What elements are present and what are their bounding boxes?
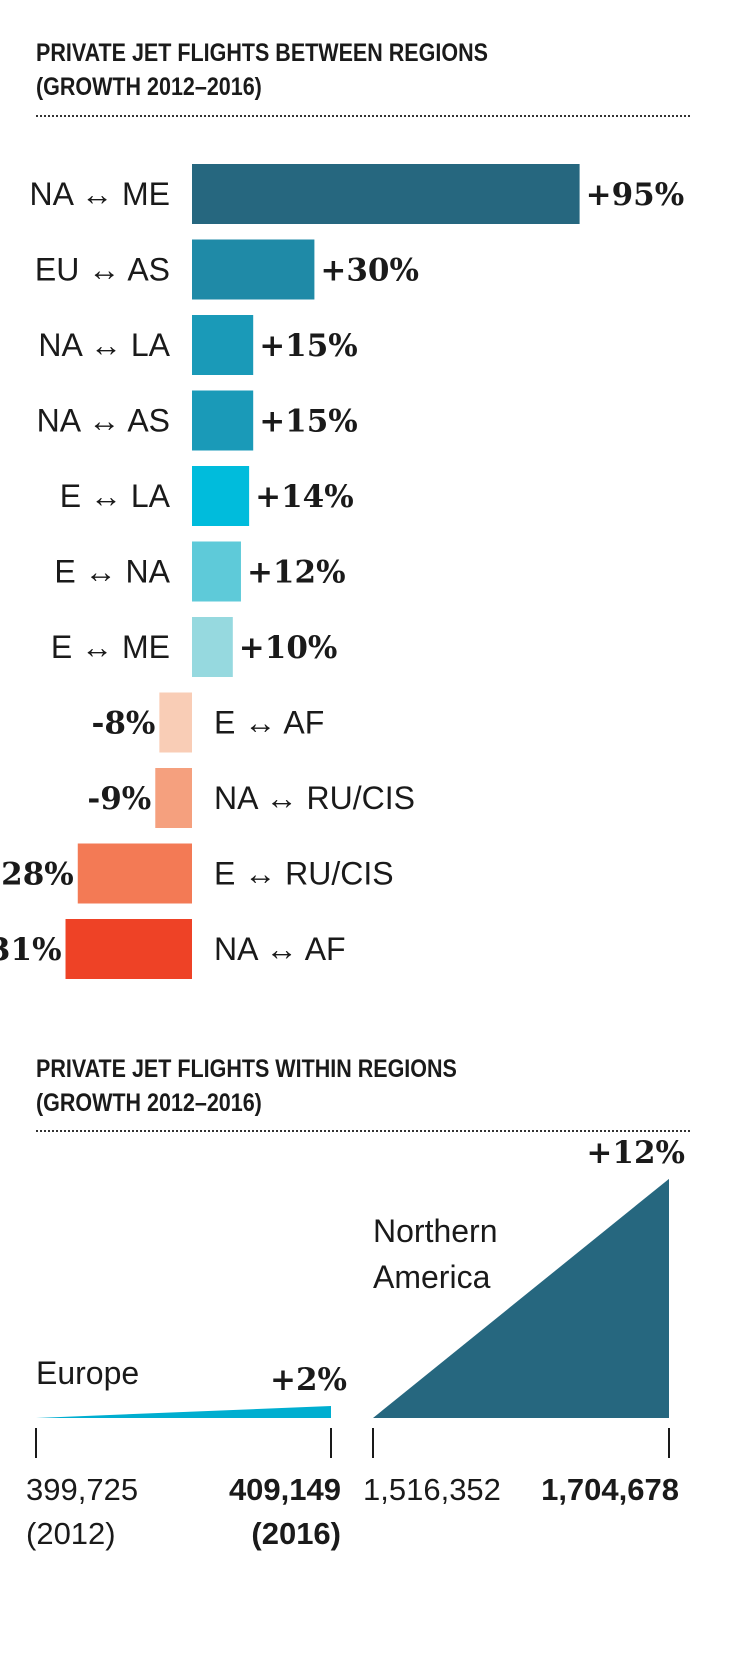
bar-chart-title-line-2: (GROWTH 2012–2016) <box>36 73 262 101</box>
area-chart-divider <box>36 1130 690 1132</box>
area-chart-title-line-2: (GROWTH 2012–2016) <box>36 1089 262 1117</box>
start-year-0: (2012) <box>26 1516 116 1551</box>
value-label-5: +12% <box>247 555 346 591</box>
category-label-0: NA ↔ ME <box>30 176 170 212</box>
end-value-0: 409,149 <box>229 1472 341 1507</box>
area-chart-title-line-1: PRIVATE JET FLIGHTS WITHIN REGIONS <box>36 1055 457 1083</box>
bar-7 <box>159 692 192 753</box>
value-label-4: +14% <box>255 479 354 515</box>
value-label-9: -28% <box>0 857 74 893</box>
category-label-10: NA ↔ AF <box>214 931 346 967</box>
bar-chart-title-line-1: PRIVATE JET FLIGHTS BETWEEN REGIONS <box>36 39 488 67</box>
growth-label-0: +2% <box>270 1362 347 1398</box>
series-name-0-line-0: Europe <box>36 1355 139 1391</box>
bar-4 <box>192 466 250 526</box>
category-label-9: E ↔ RU/CIS <box>214 856 394 892</box>
bar-1 <box>192 239 315 300</box>
value-label-1: +30% <box>320 253 419 289</box>
series-name-1-line-0: Northern <box>373 1213 498 1249</box>
growth-wedge-0 <box>36 1406 331 1418</box>
bar-9 <box>77 843 192 904</box>
start-value-1: 1,516,352 <box>363 1472 501 1507</box>
value-label-10: -31% <box>0 932 62 968</box>
category-label-5: E ↔ NA <box>54 554 170 590</box>
value-label-6: +10% <box>239 630 338 666</box>
category-label-4: E ↔ LA <box>60 478 171 514</box>
bar-5 <box>192 541 241 602</box>
bar-6 <box>192 617 233 677</box>
bar-chart-title: PRIVATE JET FLIGHTS BETWEEN REGIONS (GRO… <box>36 36 488 104</box>
value-label-3: +15% <box>259 404 358 440</box>
category-label-6: E ↔ ME <box>51 629 170 665</box>
series-name-1-line-1: America <box>373 1259 491 1295</box>
category-label-3: NA ↔ AS <box>37 403 170 439</box>
category-label-1: EU ↔ AS <box>35 252 170 288</box>
value-label-7: -8% <box>91 706 155 742</box>
bar-0 <box>192 164 580 224</box>
end-value-1: 1,704,678 <box>541 1472 679 1507</box>
value-label-8: -9% <box>87 781 151 817</box>
category-label-7: E ↔ AF <box>214 705 324 741</box>
bar-8 <box>155 768 192 828</box>
start-value-0: 399,725 <box>26 1472 138 1507</box>
area-chart-title: PRIVATE JET FLIGHTS WITHIN REGIONS (GROW… <box>36 1052 457 1120</box>
end-year-0: (2016) <box>251 1516 341 1551</box>
bar-chart: NA ↔ ME +95% EU ↔ AS +30% NA ↔ LA +15% NA ↔ AS… <box>0 164 685 979</box>
bar-10 <box>65 919 192 979</box>
growth-wedge-1 <box>373 1178 669 1418</box>
area-chart: +2% Europe 399,725 409,149 (2012) (2016) +12% N… <box>26 1140 685 1551</box>
bar-chart-divider <box>36 115 690 117</box>
category-label-2: NA ↔ LA <box>38 327 170 363</box>
value-label-2: +15% <box>259 328 358 364</box>
value-label-0: +95% <box>586 177 685 213</box>
bar-3 <box>192 390 254 451</box>
growth-label-1: +12% <box>586 1140 685 1171</box>
category-label-8: NA ↔ RU/CIS <box>214 780 415 816</box>
bar-2 <box>192 315 254 375</box>
